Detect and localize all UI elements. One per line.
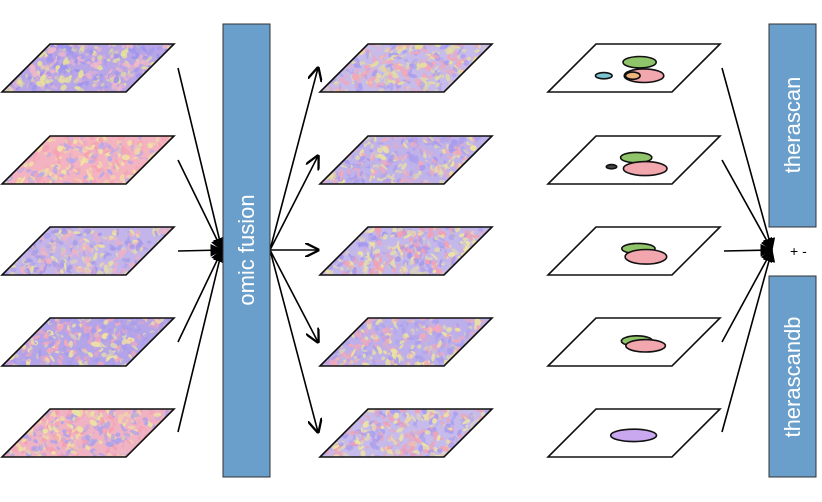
- fused-layer-outline: [318, 408, 494, 458]
- segmentation-arrow: [721, 159, 773, 252]
- segmentation-layer: [546, 408, 722, 458]
- segmentation-blob: [624, 338, 667, 353]
- input-layer: [0, 226, 176, 276]
- therascan-bar: therascan: [768, 23, 817, 228]
- segmentation-arrow: [723, 243, 774, 257]
- therascandb-bar-rect: [768, 275, 817, 478]
- segmentation-layer: [546, 43, 722, 93]
- fusion-bar-rect: [222, 23, 271, 478]
- input-arrow: [177, 67, 226, 252]
- input-arrow: [177, 248, 226, 433]
- fused-layer: [318, 43, 494, 93]
- segmentation-layer: [546, 226, 722, 276]
- segmentation-blob: [622, 160, 668, 177]
- fused-layer-outline: [318, 135, 494, 185]
- therascandb-bar: therascandb: [768, 275, 817, 478]
- input-layer: [0, 135, 176, 185]
- input-layer-outline: [0, 408, 176, 458]
- output-arrow: [269, 249, 318, 342]
- fused-layer: [318, 317, 494, 367]
- segmentation-blob: [609, 428, 658, 443]
- fused-layer-texture: [320, 44, 492, 92]
- segmentation-layer: [546, 135, 722, 185]
- input-layers: [0, 43, 176, 458]
- input-layer: [0, 408, 176, 458]
- fused-layer-outline: [318, 43, 494, 93]
- operator-label: + -: [790, 243, 807, 259]
- arrows: [177, 67, 776, 433]
- segmentation-arrow: [721, 248, 776, 433]
- segmentation-blob: [622, 55, 658, 69]
- segmentation-arrow: [721, 67, 776, 252]
- segmentation-blob: [624, 248, 668, 265]
- fused-layer: [318, 226, 494, 276]
- input-layer-outline: [0, 135, 176, 185]
- output-arrow: [269, 68, 318, 251]
- fused-layer: [318, 408, 494, 458]
- segmentation-blob: [594, 71, 613, 80]
- input-layer-outline: [0, 226, 176, 276]
- segmentation-arrow: [721, 248, 773, 343]
- segmentation-blob: [624, 71, 641, 81]
- output-arrow: [269, 249, 318, 432]
- input-layer: [0, 317, 176, 367]
- input-arrow: [177, 243, 224, 257]
- input-layer-outline: [0, 43, 176, 93]
- input-layer-outline: [0, 317, 176, 367]
- fusion-bar: omic fusion: [222, 23, 271, 478]
- fusion-bar-label: omic fusion: [234, 194, 259, 305]
- therascan-bar-rect: [768, 23, 817, 228]
- segmentation-layer: [546, 317, 722, 367]
- fused-layer-outline: [318, 226, 494, 276]
- input-arrow: [177, 159, 223, 252]
- input-layer: [0, 43, 176, 93]
- therascan-bar-label: therascan: [780, 77, 805, 174]
- fused-layers: [318, 43, 494, 458]
- fused-layer: [318, 135, 494, 185]
- therascandb-bar-label: therascandb: [780, 316, 805, 437]
- fused-layer-outline: [318, 317, 494, 367]
- output-arrow: [269, 156, 318, 251]
- segmentation-blob: [605, 163, 618, 170]
- segmentation-layers: [546, 43, 722, 458]
- input-arrow: [177, 248, 223, 343]
